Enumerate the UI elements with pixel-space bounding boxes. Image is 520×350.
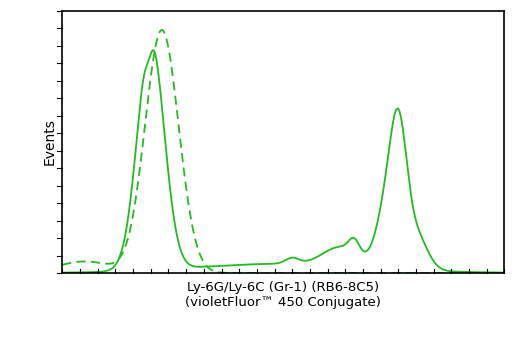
Y-axis label: Events: Events: [43, 118, 57, 165]
X-axis label: Ly-6G/Ly-6C (Gr-1) (RB6-8C5)
(violetFluor™ 450 Conjugate): Ly-6G/Ly-6C (Gr-1) (RB6-8C5) (violetFluo…: [186, 281, 381, 309]
